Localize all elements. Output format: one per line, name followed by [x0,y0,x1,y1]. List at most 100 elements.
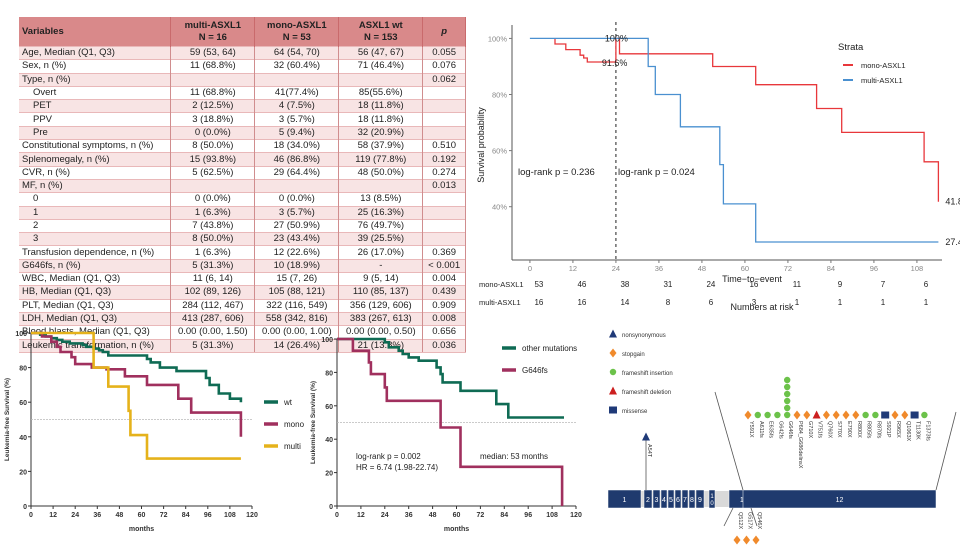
cell-variable: PET [19,99,172,113]
header-n: N = 53 [282,31,311,43]
cell-mono: 0.00 (0.00, 1.00) [254,325,340,340]
cell-wt: 76 (49.7%) [338,218,424,233]
cell-wt: 13 (8.5%) [338,192,424,207]
legend-label: nonsynonymous [622,333,666,339]
cell-p: 0.076 [422,59,466,74]
exon11-marker [733,535,741,545]
exon-label: 0 [710,501,714,507]
exon11-marker [743,535,750,545]
table-row: Leukemic transformation, n (%) 5 (31.3%) 1… [19,338,466,353]
cell-p [422,218,466,233]
mutation-label: R965X [895,421,901,438]
y-tick-label: 20 [19,469,27,476]
legend-label: frameshift insertion [622,371,673,377]
legend-marker-nonsynonymous [609,329,617,338]
risk-count: 1 [795,298,800,307]
y-tick-label: 100 [321,337,333,344]
x-tick-label: 72 [784,264,792,273]
cell-variable: 1 [19,205,172,220]
exon12-marker [862,411,869,419]
risk-count: 6 [924,280,929,289]
logrank-annotation: log-rank p = 0.024 [618,167,695,178]
x-tick-label: 84 [182,512,190,519]
cell-variable: Constitutional symptoms, n (%) [19,139,172,153]
x-tick-label: 24 [71,512,79,519]
cell-wt: 383 (267, 613) [338,311,424,326]
exon12-marker [872,411,879,419]
table-row: WBC, Median (Q1, Q3) 11 (6, 14) 15 (7, 26)… [19,272,466,286]
x-tick-label: 84 [827,264,835,273]
exon12-marker [832,410,840,420]
exon12-marker [784,390,791,398]
exon-label: 4 [662,497,666,504]
logrank-annotation: log-rank p = 0.002 [356,452,421,461]
exon-label: 3 [655,497,659,504]
cell-p: 0.274 [422,165,466,180]
risk-count: 16 [749,280,758,289]
mutation-label: S770X [836,421,842,438]
cell-multi: 284 (112, 467) [170,298,256,313]
landmark-label: 91.6% [602,58,628,68]
cell-wt: 119 (77.8%) [338,152,424,167]
cell-p: 0.004 [422,272,466,286]
cell-variable: Age, Median (Q1, Q3) [19,45,172,60]
cell-wt: 21 (13.8%) [338,338,424,353]
mutation-label: Q546X [756,512,762,529]
cell-multi: 0 (0.0%) [170,192,256,207]
risk-count: 1 [881,298,886,307]
exon12-marker [764,411,771,419]
cell-multi: 1 (6.3%) [170,245,256,260]
legend-label: other mutations [522,344,577,353]
y-axis-title: Leukemia-free Survival (%) [310,381,317,464]
cell-variable: 3 [19,232,172,246]
zoom-connector [714,391,744,491]
exon-12 [742,489,937,509]
legend-label: G646fs [522,366,548,375]
risk-count: 31 [663,280,672,289]
cell-variable: 2 [19,218,172,233]
cell-multi: 5 (62.5%) [170,165,256,180]
mutation-label: S921P [885,421,891,438]
y-tick-label: 80 [325,370,333,377]
legend-label: frameshift deletion [622,390,671,396]
cell-p [422,85,466,100]
legend-marker-missense [609,406,617,414]
cell-wt: 9 (5, 14) [338,272,424,286]
cell-multi: 1 (6.3%) [170,205,256,220]
exon-2 [643,489,653,509]
header-label: mono-ASXL1 [267,19,327,31]
cell-mono: 4 (7.5%) [254,99,340,113]
exon12-marker [901,410,909,420]
risk-row-label: multi-ASXL1 [479,298,521,307]
mutation-label: G517X [747,512,753,529]
km-chart-asxl1-strata: 100%80%60%40%0 12 24 36 48 60 72 84 96 108Time−to… [476,22,960,312]
cell-multi: 413 (287, 606) [170,311,256,326]
table-row: Sex, n (%) 11 (68.8%) 32 (60.4%) 71 (46.4%)… [19,59,466,74]
lfs-curve-G646fs [337,337,564,506]
cell-p: 0.062 [422,72,466,87]
y-tick-label: 60% [492,147,507,156]
cell-wt: 32 (20.9%) [338,125,424,140]
table-row: PET 2 (12.5%) 4 (7.5%) 18 (11.8%) [19,99,466,113]
cell-mono: 15 (7, 26) [254,272,340,286]
risk-count: 24 [706,280,715,289]
x-axis-title: months [444,526,469,533]
cell-multi: 15 (93.8%) [170,152,256,167]
x-tick-label: 108 [546,512,558,519]
x-tick-label: 12 [569,264,577,273]
x-tick-label: 36 [405,512,413,519]
cell-wt: - [338,258,424,273]
table-row: CVR, n (%) 5 (62.5%) 29 (64.4%) 48 (50.0%) 0… [19,165,466,180]
cell-p [422,192,466,207]
mutation-label: E635fs [768,421,774,438]
mutation-label: E790X [846,421,852,438]
exon12-marker [784,397,791,405]
header-p: p [422,17,466,47]
header-n: N = 16 [198,31,227,43]
legend-label: multi [284,442,301,451]
cell-wt [338,72,424,87]
table-row: Splenomegaly, n (%) 15 (93.8%) 46 (86.8%) 1… [19,152,466,167]
exon12-marker [891,410,899,420]
legend-title: Strata [838,42,864,53]
